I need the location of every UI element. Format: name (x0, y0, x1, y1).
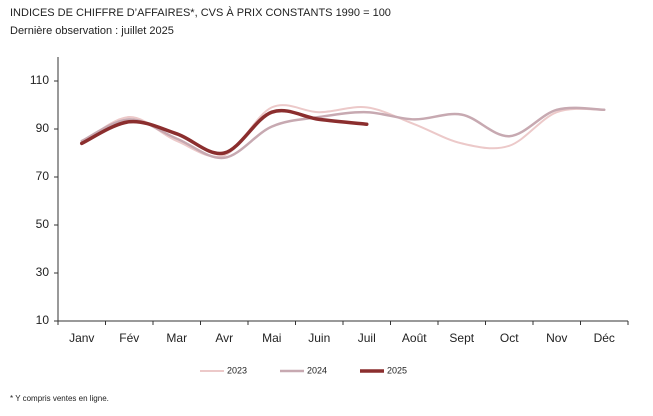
legend-label: 2023 (227, 365, 247, 375)
y-tick-label: 110 (30, 73, 49, 87)
line-series (80, 104, 606, 158)
x-tick-label: Mai (262, 331, 281, 345)
x-tick-label: Juin (308, 331, 330, 345)
x-tick-label: Fév (119, 331, 139, 345)
chart-title: INDICES DE CHIFFRE D’AFFAIRES*, CVS À PR… (10, 6, 391, 19)
line-series (80, 108, 369, 156)
x-tick-label: Déc (594, 331, 615, 345)
y-tick-label: 10 (36, 313, 50, 327)
chart-subtitle: Dernière observation : juillet 2025 (10, 25, 174, 37)
x-tick-label: Nov (546, 331, 567, 345)
line-series (80, 106, 606, 160)
x-tick-label: Mar (166, 331, 187, 345)
y-tick-label: 70 (36, 169, 50, 183)
x-tick-label: Oct (500, 331, 519, 345)
legend-label: 2025 (387, 365, 407, 375)
x-tick-label: Sept (449, 331, 474, 345)
legend-label: 2024 (307, 365, 327, 375)
x-tick-label: Janv (69, 331, 94, 345)
y-tick-label: 50 (36, 217, 50, 231)
y-tick-label: 30 (36, 265, 50, 279)
y-tick-label: 90 (36, 121, 50, 135)
x-tick-label: Août (402, 331, 427, 345)
x-tick-label: Juil (358, 331, 376, 345)
x-tick-label: Avr (215, 331, 233, 345)
footnote: * Y compris ventes en ligne. (10, 394, 109, 403)
